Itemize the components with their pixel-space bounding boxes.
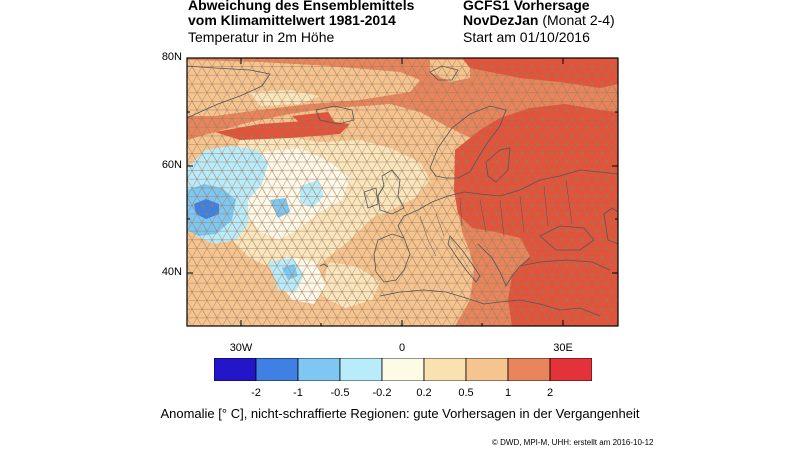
colorbar-swatch [507,358,551,381]
colorbar [214,358,592,381]
iberia-coast [373,233,411,283]
credit: © DWD, MPI-M, UHH: erstellt am 2016-10-1… [492,438,654,447]
title-line1: Abweichung des Ensemblemittels [188,0,415,13]
colorbar-swatch [214,358,257,381]
colorbar-swatch [549,358,592,381]
colorbar-label: -0.2 [372,387,392,399]
iceland-coast [315,105,355,125]
colorbar-swatch [297,358,341,381]
hatching-overlay [187,58,618,326]
baltic-coast [485,147,511,183]
colorbar-swatch [339,358,383,381]
continent-coast [403,169,618,217]
colorbar-label: -1 [293,387,303,399]
turkey-coast [519,259,611,271]
colorbar-swatch [465,358,509,381]
lon-label-30w: 30W [229,342,253,354]
colorbar-label: -2 [251,387,261,399]
scandinavia-coast [429,105,507,179]
caspian-coast [603,207,618,245]
colorbar-label: 0.2 [416,387,432,399]
caption: Anomalie [° C], nicht-schraffierte Regio… [160,406,640,421]
colorbar-label: 1 [504,387,512,399]
colorbar-label: -0.5 [330,387,350,399]
coastlines [187,65,618,317]
subtitle: Temperatur in 2m Höhe [188,29,335,45]
lon-label-30e: 30E [553,342,573,354]
greenland-coast [187,65,271,119]
title-line2: vom Klimamittelwert 1981-2014 [188,12,396,28]
italy-coast [447,235,481,283]
lat-label-80n: 80N [161,51,182,63]
azores-coast [319,263,329,268]
season-months: (Monat 2-4) [538,12,615,28]
black-sea-coast [539,225,595,251]
lat-label-60n: 60N [161,159,182,171]
country-borders [419,179,573,257]
model-title: GCFS1 Vorhersage [463,0,590,13]
great-britain-coast [377,169,405,215]
start-date: Start am 01/10/2016 [463,29,590,45]
colorbar-swatch [381,358,425,381]
africa-coast [379,289,601,317]
lat-label-40n: 40N [161,266,182,278]
colorbar-swatch [255,358,299,381]
colorbar-label: 0.5 [458,387,474,399]
map-ticks [187,57,618,326]
colorbar-swatch [423,358,467,381]
biscay-coast [397,215,405,239]
season-bold: NovDezJan [463,12,539,28]
lon-label-0: 0 [398,342,406,354]
colorbar-label: 2 [546,387,554,399]
svalbard-coast [429,65,459,81]
season-label: NovDezJan (Monat 2-4) [463,12,615,28]
ireland-coast [363,187,379,209]
